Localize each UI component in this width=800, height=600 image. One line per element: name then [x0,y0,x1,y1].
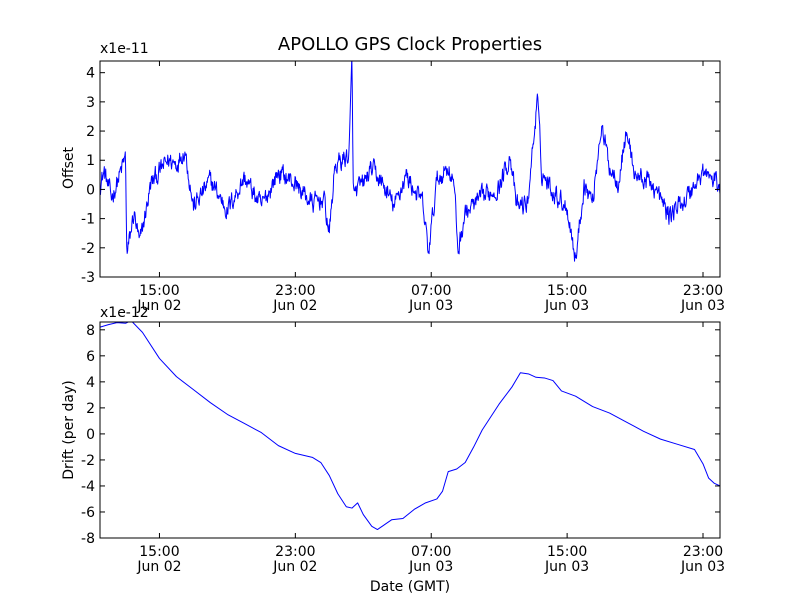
figure-title: APOLLO GPS Clock Properties [278,34,542,55]
drift-x-tick-time: 23:00 [275,544,315,560]
drift-y-tick-label: 8 [86,323,95,339]
offset-x-tick-time: 23:00 [683,283,723,299]
drift-plot-frame [99,321,721,539]
offset-series-line [100,61,720,262]
drift-y-tick-label: -4 [81,479,95,495]
offset-x-tick-time: 23:00 [275,283,315,299]
offset-x-tick-date: Jun 02 [272,298,317,314]
offset-y-axis-label: Offset [61,146,77,189]
offset-x-tick-date: Jun 03 [544,298,589,314]
offset-y-tick-label: 3 [86,95,95,111]
drift-x-tick-time: 15:00 [139,544,179,560]
offset-y-tick-label: 2 [86,124,95,140]
offset-y-tick-label: 0 [86,182,95,198]
offset-x-tick-date: Jun 02 [136,298,181,314]
drift-x-tick-date: Jun 03 [680,559,725,575]
drift-y-axis-label: Drift (per day) [61,380,77,479]
offset-y-tick-label: -2 [81,241,95,257]
offset-x-tick-time: 15:00 [139,283,179,299]
drift-x-tick-time: 15:00 [547,544,587,560]
drift-y-tick-label: -8 [81,531,95,547]
drift-y-tick-label: 4 [86,375,95,391]
drift-x-tick-time: 23:00 [683,544,723,560]
drift-y-tick-label: 2 [86,401,95,417]
drift-y-tick-label: 0 [86,427,95,443]
drift-x-tick-time: 07:00 [411,544,451,560]
drift-x-axis-label: Date (GMT) [370,579,450,595]
offset-y-tick-label: 4 [86,66,95,82]
drift-y-tick-label: -6 [81,505,95,521]
offset-x-tick-date: Jun 03 [408,298,453,314]
drift-y-tick-label: -2 [81,453,95,469]
offset-x-tick-time: 07:00 [411,283,451,299]
offset-y-tick-label: -3 [81,270,95,286]
drift-x-tick-date: Jun 03 [408,559,453,575]
offset-y-tick-label: -1 [81,212,95,228]
drift-series-line [100,322,720,531]
drift-y-tick-label: 6 [86,349,95,365]
offset-scale-label: x1e-11 [100,41,149,57]
drift-panel: x1e-12 Drift (per day) Date (GMT) -8 -6 -4… [61,305,725,595]
drift-x-tick-date: Jun 02 [272,559,317,575]
offset-x-tick-date: Jun 03 [680,298,725,314]
offset-x-tick-time: 15:00 [547,283,587,299]
drift-x-tick-date: Jun 02 [136,559,181,575]
drift-x-tick-date: Jun 03 [544,559,589,575]
drift-scale-label: x1e-12 [100,305,149,321]
offset-y-tick-label: 1 [86,153,95,169]
offset-plot-frame [99,60,721,278]
